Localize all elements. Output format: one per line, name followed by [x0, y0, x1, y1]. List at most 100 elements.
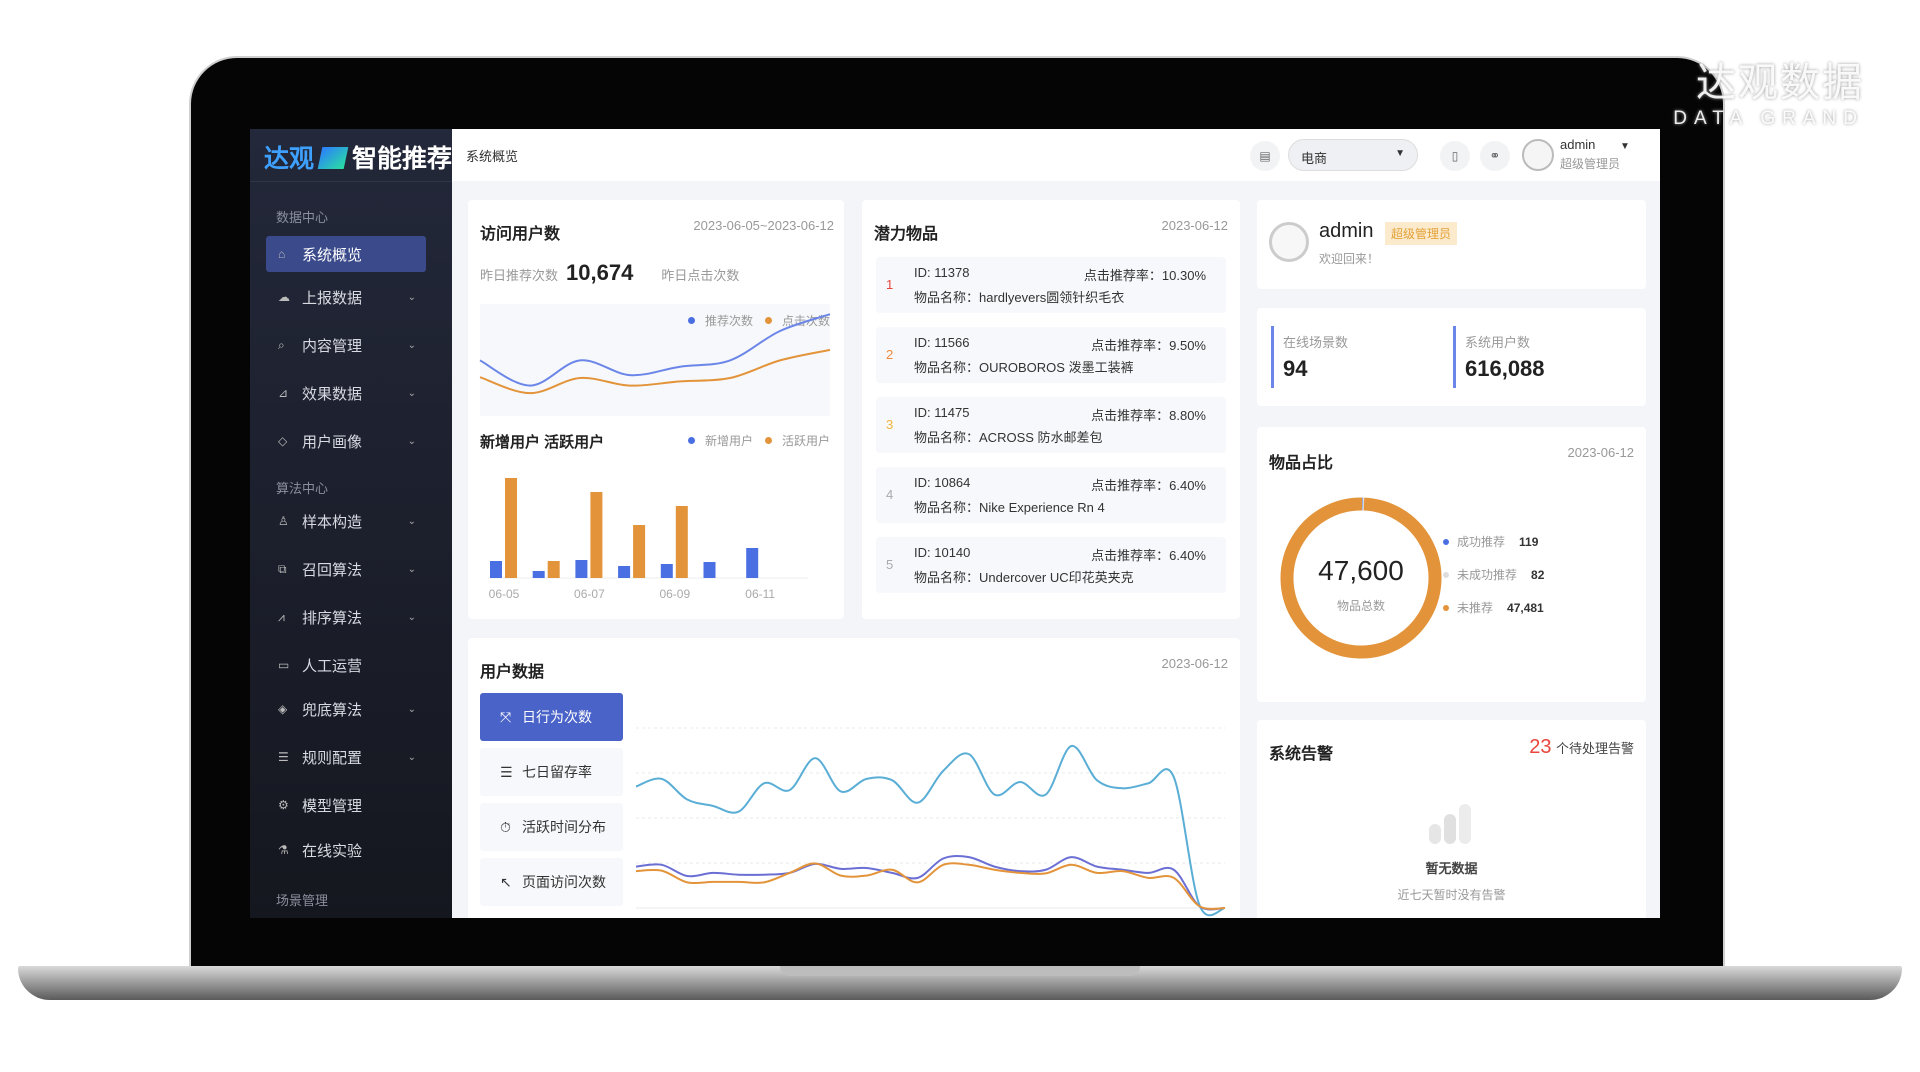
legend-label: 未推荐	[1457, 601, 1494, 615]
potential-item[interactable]: 1 ID: 11378 点击推荐率：10.30% 物品名称：hardlyever…	[876, 257, 1226, 313]
sidebar-item-11[interactable]: ⚙ 模型管理	[266, 787, 426, 823]
user-series-0	[635, 745, 1226, 917]
legend-dot	[764, 317, 772, 324]
chevron-down-icon: ⌄	[407, 435, 416, 447]
visits-title: 访问用户数	[480, 226, 561, 243]
legend-value: 47,481	[1507, 601, 1544, 615]
alert-count[interactable]: 23	[1529, 736, 1552, 758]
legend-label: 成功推荐	[1457, 535, 1506, 549]
sidebar-item-7[interactable]: ⩘ 排序算法 ⌄	[266, 599, 426, 635]
tab-behavior[interactable]: ⤧ 日行为次数	[480, 693, 623, 741]
model-icon: ⚙	[278, 798, 289, 812]
sidebar-item-8[interactable]: ▭ 人工运营	[266, 647, 426, 683]
id-value: 10140	[934, 545, 971, 560]
potential-item[interactable]: 3 ID: 11475 点击推荐率：8.80% 物品名称：ACROSS 防水邮差…	[876, 397, 1226, 453]
rate-value: 10.30%	[1161, 268, 1206, 283]
id-prefix: ID:	[914, 475, 935, 490]
sidebar-item-0[interactable]: ⌂ 系统概览	[266, 236, 426, 272]
alerts-title: 系统告警	[1269, 746, 1334, 763]
chevron-down-icon: ⌄	[407, 515, 416, 527]
chevron-down-icon: ⌄	[407, 291, 416, 303]
potential-item[interactable]: 5 ID: 10140 点击推荐率：6.40% 物品名称：Undercover …	[876, 537, 1226, 593]
item-name: 物品名称：Undercover UC印花英夹克	[914, 567, 1134, 586]
scene-select[interactable]: 电商 ▼	[1288, 139, 1418, 171]
id-value: 11475	[934, 405, 970, 420]
logo-brand: 达观	[264, 145, 315, 173]
rank: 5	[886, 557, 894, 572]
name-value: OUROBOROS 泼墨工装裤	[979, 360, 1134, 375]
donut-chart	[1280, 497, 1442, 659]
section-scene-management[interactable]: 场景管理	[276, 893, 329, 908]
item-id: ID: 11378	[914, 265, 969, 280]
sidebar-item-12[interactable]: ⚗ 在线实验	[266, 832, 426, 868]
potential-item[interactable]: 2 ID: 11566 点击推荐率：9.50% 物品名称：OUROBOROS 泼…	[876, 327, 1226, 383]
tab-retention[interactable]: ☰ 七日留存率	[480, 748, 623, 796]
legend-dot	[764, 437, 772, 444]
profile-avatar	[1269, 222, 1309, 262]
chevron-down-icon: ⌄	[407, 703, 416, 715]
bar-new-06-07	[575, 560, 588, 578]
id-value: 11378	[934, 265, 970, 280]
document-icon[interactable]: ▯	[1440, 141, 1470, 171]
welcome-text: 欢迎回来！	[1319, 252, 1380, 266]
sidebar-item-5[interactable]: ♙ 样本构造 ⌄	[266, 503, 426, 539]
item-rate: 点击推荐率：8.80%	[1091, 405, 1206, 424]
legend-rec: 推荐次数	[704, 314, 753, 328]
bar-tick-label: 06-09	[659, 587, 690, 601]
trend-chart-bg	[480, 304, 830, 416]
sidebar-item-2[interactable]: ⌕ 内容管理 ⌄	[266, 327, 426, 363]
tab-label: 七日留存率	[522, 764, 592, 780]
tab-label: 页面访问次数	[522, 874, 606, 890]
header-username[interactable]: admin	[1560, 137, 1596, 152]
sidebar-item-3[interactable]: ⊿ 效果数据 ⌄	[266, 375, 426, 411]
id-prefix: ID:	[914, 405, 935, 420]
stat-value-users: 616,088	[1465, 356, 1545, 381]
click-label: 昨日点击次数	[661, 268, 740, 283]
sample-icon: ♙	[278, 514, 289, 528]
empty-data-icon	[1429, 804, 1473, 844]
rate-prefix: 点击推荐率：	[1091, 548, 1170, 563]
alert-count-suffix: 个待处理告警	[1555, 741, 1634, 756]
item-rate: 点击推荐率：6.40%	[1091, 475, 1206, 494]
bar-active-06-09	[675, 506, 688, 578]
rec-label: 昨日推荐次数	[480, 268, 559, 283]
sidebar-item-6[interactable]: ⧉ 召回算法 ⌄	[266, 551, 426, 587]
tab-page-visit[interactable]: ↖ 页面访问次数	[480, 858, 623, 906]
rate-value: 6.40%	[1169, 548, 1206, 563]
name-prefix: 物品名称：	[914, 500, 980, 515]
potential-item[interactable]: 4 ID: 10864 点击推荐率：6.40% 物品名称：Nike Experi…	[876, 467, 1226, 523]
rate-value: 8.80%	[1169, 408, 1206, 423]
name-prefix: 物品名称：	[914, 290, 980, 305]
alerts-card: 系统告警 23 个待处理告警 暂无数据 近七天暂时没有告警	[1257, 720, 1646, 918]
app-logo[interactable]: 达观 智能推荐	[264, 139, 452, 175]
sidebar-item-9[interactable]: ◈ 兜底算法 ⌄	[266, 691, 426, 727]
item-id: ID: 10864	[914, 475, 970, 490]
legend-value: 82	[1531, 568, 1545, 582]
bar-tick-label: 06-07	[574, 587, 605, 601]
tab-stopwatch[interactable]: ⏱ 活跃时间分布	[480, 803, 623, 851]
link-icon[interactable]: ⚭	[1480, 141, 1510, 171]
stat-value-scenes: 94	[1283, 356, 1308, 381]
sidebar-item-4[interactable]: ◇ 用户画像 ⌄	[266, 423, 426, 459]
avatar[interactable]	[1522, 139, 1554, 171]
sidebar-item-1[interactable]: ☁ 上报数据 ⌄	[266, 279, 426, 315]
app-screen: 达观 智能推荐 数据中心 算法中心 场景管理 ⌂ 系统概览 ☁ 上报数据 ⌄ ⌕ 内容管理 ⌄ ⊿…	[250, 129, 1660, 918]
name-value: ACROSS 防水邮差包	[979, 430, 1103, 445]
calculator-icon[interactable]: ▤	[1250, 141, 1280, 171]
user-series-2	[635, 862, 1226, 910]
chevron-down-icon: ⌄	[407, 339, 416, 351]
top-header: 系统概览 ▤ 电商 ▼ ▯ ⚭ admin 超级管理员 ▼	[452, 129, 1660, 181]
legend-dot	[1443, 572, 1449, 578]
id-prefix: ID:	[914, 265, 935, 280]
diamond-icon: ◈	[278, 702, 288, 716]
item-name: 物品名称：ACROSS 防水邮差包	[914, 427, 1103, 446]
sidebar-item-10[interactable]: ☰ 规则配置 ⌄	[266, 739, 426, 775]
chevron-down-icon: ⌄	[407, 387, 416, 399]
sidebar-item-label: 在线实验	[302, 842, 363, 860]
sidebar: 达观 智能推荐 数据中心 算法中心 场景管理 ⌂ 系统概览 ☁ 上报数据 ⌄ ⌕ 内容管理 ⌄ ⊿…	[250, 129, 452, 918]
user-menu-caret-icon[interactable]: ▼	[1620, 141, 1630, 152]
rate-value: 9.50%	[1169, 338, 1206, 353]
recall-icon: ⧉	[278, 561, 287, 576]
bar-active-06-05	[505, 478, 517, 578]
rate-prefix: 点击推荐率：	[1083, 268, 1162, 283]
